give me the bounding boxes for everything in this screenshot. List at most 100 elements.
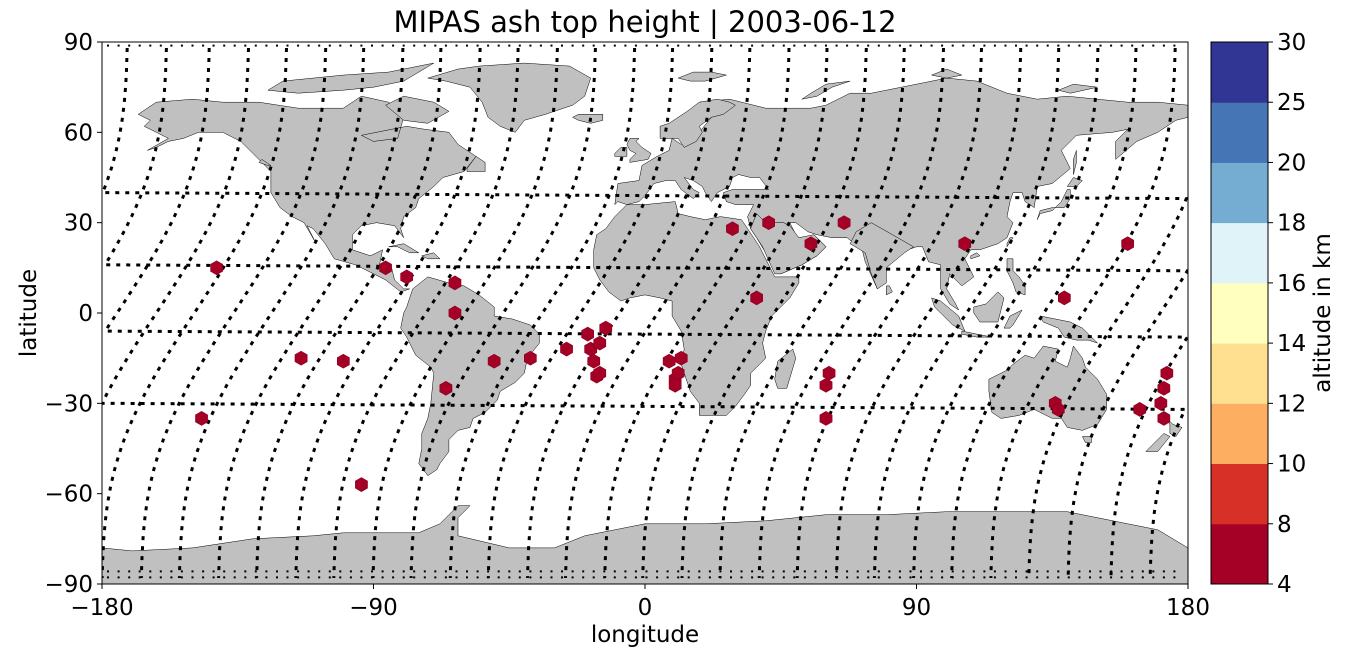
polar-track-dot: [666, 44, 669, 47]
polar-track-dot: [677, 576, 680, 579]
polar-track-dot: [814, 570, 817, 573]
polar-track-dot: [803, 576, 806, 579]
polar-track-dot: [877, 576, 880, 579]
ash-point: [599, 320, 613, 336]
colorbar-frame: [1210, 41, 1269, 585]
polar-track-dot: [1046, 44, 1049, 47]
map-title: MIPAS ash top height | 2003-06-12: [393, 5, 896, 39]
x-tick-label: 90: [902, 595, 931, 621]
orbit-track: [641, 47, 829, 579]
polar-track-dot: [1173, 570, 1176, 573]
orbit-track: [603, 47, 791, 579]
land-scandinavia: [659, 98, 736, 148]
polar-track-dot: [888, 570, 891, 573]
polar-track-dot: [392, 570, 395, 573]
polar-track-dot: [244, 44, 247, 47]
polar-track-dot: [1110, 44, 1113, 47]
orbit-track: [371, 47, 559, 579]
ash-point: [581, 326, 594, 342]
orbit-track: [177, 47, 366, 579]
polar-track-dot: [286, 576, 289, 579]
orbit-track: [102, 47, 1188, 579]
ash-point: [819, 377, 833, 393]
polar-track-dot: [518, 570, 521, 573]
polar-track-dot: [888, 576, 891, 579]
polar-track-dot: [582, 570, 585, 573]
land-africa: [593, 201, 800, 416]
polar-track-dot: [751, 570, 754, 573]
polar-track-dot: [867, 44, 870, 47]
polar-track-dot: [571, 576, 574, 579]
colorbar: 4 8 10 12 14 16 18 20 25 30: [1210, 30, 1306, 598]
polar-track-dot: [1152, 570, 1155, 573]
polar-track-dot: [508, 44, 511, 47]
ash-point: [1058, 290, 1071, 306]
polar-track-dot: [634, 576, 637, 579]
polar-track-dot: [603, 570, 606, 573]
colorbar-tick-label: 25: [1277, 90, 1306, 116]
polar-track-dot: [920, 44, 922, 47]
polar-track-dot: [930, 576, 933, 579]
land-india: [849, 222, 914, 290]
colorbar-tick-label: 18: [1277, 211, 1306, 237]
polar-track-dot: [972, 44, 975, 47]
polar-track-dot: [508, 576, 511, 579]
polar-track-dot: [1120, 576, 1123, 579]
polar-track-dot: [571, 44, 574, 47]
orbit-track: [912, 47, 1100, 579]
orbit-track: [332, 47, 520, 579]
polar-track-dot: [107, 576, 109, 579]
polar-track-dot: [518, 576, 521, 579]
polar-track-dot: [803, 570, 806, 573]
polar-track-dot: [983, 44, 986, 47]
orbit-track: [409, 47, 597, 579]
x-tick-label: 0: [638, 595, 653, 621]
polar-track-dot: [1089, 44, 1091, 47]
polar-track-dot: [930, 44, 933, 47]
polar-track-dot: [508, 570, 511, 573]
orbit-track: [294, 47, 482, 579]
polar-track-dot: [233, 570, 236, 573]
y-tick-label: 60: [64, 120, 93, 146]
polar-track-dot: [888, 44, 891, 47]
polar-track-dot: [455, 576, 458, 579]
polar-track-dot: [202, 570, 205, 573]
polar-track-dot: [455, 44, 458, 47]
polar-track-dot: [339, 44, 342, 47]
polar-track-dot: [402, 570, 405, 573]
polar-track-dot: [920, 576, 922, 579]
polar-track-dot: [233, 44, 236, 47]
polar-track-dot: [413, 576, 416, 579]
polar-track-dot: [730, 570, 732, 573]
polar-track-dot: [328, 44, 331, 47]
polar-track-dot: [497, 44, 500, 47]
ash-point: [668, 377, 682, 393]
y-tick-label: −90: [44, 572, 93, 598]
land-great-britain: [626, 138, 652, 163]
ash-point: [195, 411, 208, 426]
polar-track-dot: [444, 576, 447, 579]
polar-track-dot: [1078, 570, 1081, 573]
polar-track-dot: [423, 44, 426, 47]
polar-track-dot: [1046, 576, 1049, 579]
orbit-track: [795, 47, 983, 579]
land-japan: [1036, 189, 1071, 220]
land-philippines: [1006, 258, 1026, 296]
polar-track-dot: [1015, 576, 1017, 579]
polar-track-dot: [856, 570, 859, 573]
polar-track-dot: [656, 576, 659, 579]
ash-detections: [195, 215, 1174, 492]
polar-track-dot: [466, 570, 468, 573]
polar-track-dot: [782, 44, 785, 47]
polar-track-dot: [983, 570, 986, 573]
polar-track-dot: [582, 576, 585, 579]
polar-track-dot: [339, 570, 342, 573]
polar-track-dot: [1089, 570, 1091, 573]
polar-track-dot: [1004, 576, 1007, 579]
ash-point: [439, 380, 453, 396]
orbit-track: [139, 47, 328, 579]
ash-point: [819, 411, 833, 426]
polar-track-dot: [107, 570, 109, 573]
polar-track-dot: [529, 570, 532, 573]
x-tick-label: −90: [349, 595, 398, 621]
